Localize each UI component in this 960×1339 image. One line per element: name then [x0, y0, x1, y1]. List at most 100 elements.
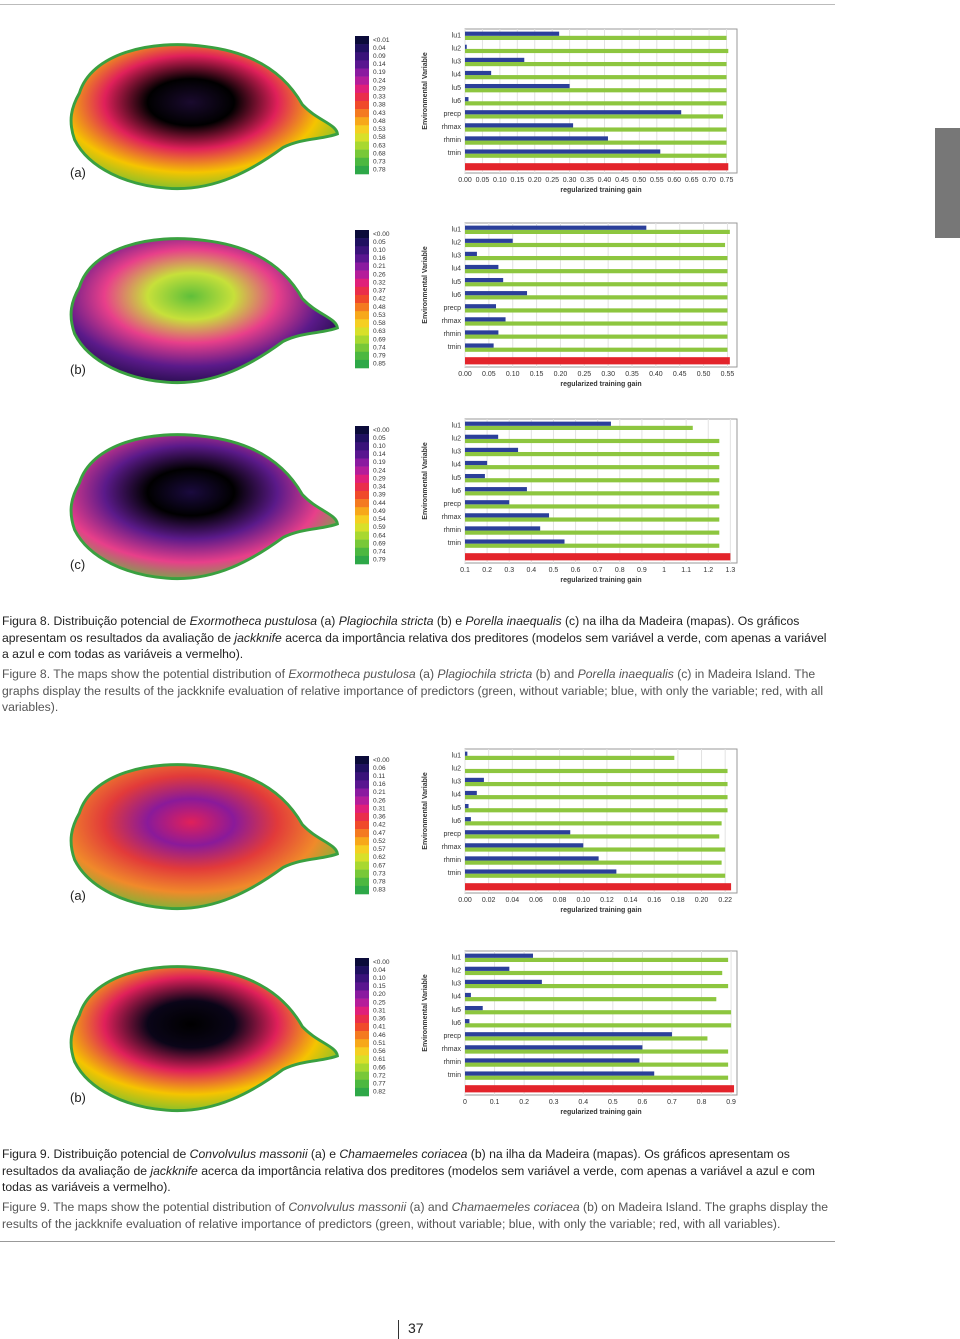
scale-swatch — [355, 286, 369, 296]
scale-label: 0.24 — [373, 77, 386, 84]
scale-label: 0.79 — [373, 557, 386, 564]
scale-swatch — [355, 982, 369, 991]
scale-swatch — [355, 547, 369, 557]
scale-label: 0.21 — [373, 789, 386, 796]
bar — [465, 795, 728, 800]
scale-label: 0.04 — [373, 967, 386, 974]
scale-label: 0.05 — [373, 239, 386, 246]
scale-swatch — [355, 1055, 369, 1064]
bar — [465, 1071, 655, 1076]
bar — [465, 843, 584, 848]
x-tick-label: 0.25 — [577, 371, 591, 378]
bar — [465, 225, 647, 230]
y-tick-label: lu1 — [452, 32, 461, 39]
bar — [465, 513, 550, 518]
x-tick-label: 0.22 — [718, 897, 732, 904]
y-tick-label: lu6 — [452, 98, 461, 105]
scale-label: <0.00 — [373, 757, 390, 764]
scale-label: 0.24 — [373, 467, 386, 474]
bar — [465, 460, 488, 466]
scale-swatch — [355, 756, 369, 765]
bar — [465, 517, 720, 522]
x-axis-label: regularized training gain — [560, 577, 641, 584]
y-tick-label: rhmin — [443, 137, 461, 144]
scale-swatch — [355, 837, 369, 846]
bar — [465, 1058, 640, 1063]
scale-label: 0.74 — [373, 549, 386, 556]
x-tick-label: 0.00 — [458, 897, 472, 904]
scale-label: 0.31 — [373, 1007, 386, 1014]
map: <0.000.050.100.160.210.260.32 0.370.420.4… — [69, 230, 390, 385]
scale-label: 0.59 — [373, 524, 386, 531]
x-tick-label: 0.8 — [615, 567, 625, 574]
bar — [465, 487, 527, 492]
scale-label: <0.01 — [373, 37, 390, 44]
caption-segment: Chamaemeles coriacea — [339, 1147, 468, 1161]
bar — [465, 114, 724, 119]
caption-segment: Figure 8. The maps show the potential di… — [2, 667, 289, 681]
scale-label: 0.29 — [373, 475, 386, 482]
bar — [465, 48, 729, 54]
scale-swatch — [355, 426, 369, 435]
bar — [465, 163, 729, 171]
y-tick-label: lu1 — [452, 226, 461, 233]
scale-swatch — [355, 100, 369, 110]
scale-swatch — [355, 869, 369, 879]
scale-label: 0.47 — [373, 830, 386, 837]
scale-label: 0.42 — [373, 822, 386, 829]
scale-swatch — [355, 555, 369, 565]
caption-segment: (b) and — [532, 667, 578, 681]
x-tick-label: 0.12 — [600, 897, 614, 904]
scale-label: 0.10 — [373, 247, 386, 254]
y-tick-label: lu6 — [452, 488, 461, 495]
scale-swatch — [355, 52, 369, 61]
y-tick-label: lu5 — [452, 475, 461, 482]
scale-swatch — [355, 109, 369, 118]
scale-swatch — [355, 434, 369, 443]
y-tick-label: lu5 — [452, 279, 461, 286]
caption-pt: Figura 8. Distribuição potencial de Exor… — [2, 613, 836, 663]
bar — [465, 269, 728, 274]
scale-label: 0.63 — [373, 142, 386, 149]
caption-segment: Plagiochila stricta — [338, 614, 434, 628]
bar — [465, 149, 661, 154]
caption-segment: jackknife — [234, 630, 282, 645]
island — [69, 43, 339, 191]
scale-label: 0.54 — [373, 516, 386, 523]
scale-label: 0.29 — [373, 85, 386, 92]
scale-swatch — [355, 141, 369, 150]
caption-segment: (c) na ilha da Madeira (mapas). Os gráfi… — [2, 614, 800, 645]
y-tick-label: lu4 — [452, 266, 461, 273]
caption-segment: (a) — [317, 614, 339, 628]
scale-label: 0.06 — [373, 765, 386, 772]
x-tick-label: 0.45 — [673, 371, 687, 378]
scale-swatch — [355, 157, 369, 167]
scale-swatch — [355, 507, 369, 516]
x-tick-label: 0.7 — [593, 567, 603, 574]
y-tick-label: rhmax — [442, 844, 462, 851]
x-tick-label: 0.50 — [633, 177, 647, 184]
scale-label: 0.16 — [373, 781, 386, 788]
scale-label: 0.68 — [373, 150, 386, 157]
y-tick-label: rhmax — [442, 1046, 462, 1053]
scale-swatch — [355, 1047, 369, 1056]
scale-label: <0.00 — [373, 427, 390, 434]
bar — [465, 434, 499, 439]
x-tick-label: 1 — [662, 567, 666, 574]
caption-segment: Exormotheca pustulosa — [288, 667, 416, 681]
scale-swatch — [355, 351, 369, 361]
bar — [465, 31, 560, 36]
scale-swatch — [355, 36, 369, 45]
y-tick-label: rhmax — [442, 124, 462, 131]
x-axis-label: regularized training gain — [560, 187, 641, 194]
x-tick-label: 0.55 — [650, 177, 664, 184]
bar — [465, 70, 492, 76]
bar — [465, 44, 467, 49]
bar — [465, 751, 468, 756]
scale-label: 0.74 — [373, 344, 386, 351]
x-tick-label: 1.1 — [681, 567, 691, 574]
x-tick-label: 0.10 — [576, 897, 590, 904]
y-tick-label: precp — [443, 305, 461, 312]
bar — [465, 790, 477, 796]
x-tick-label: 1.3 — [725, 567, 735, 574]
